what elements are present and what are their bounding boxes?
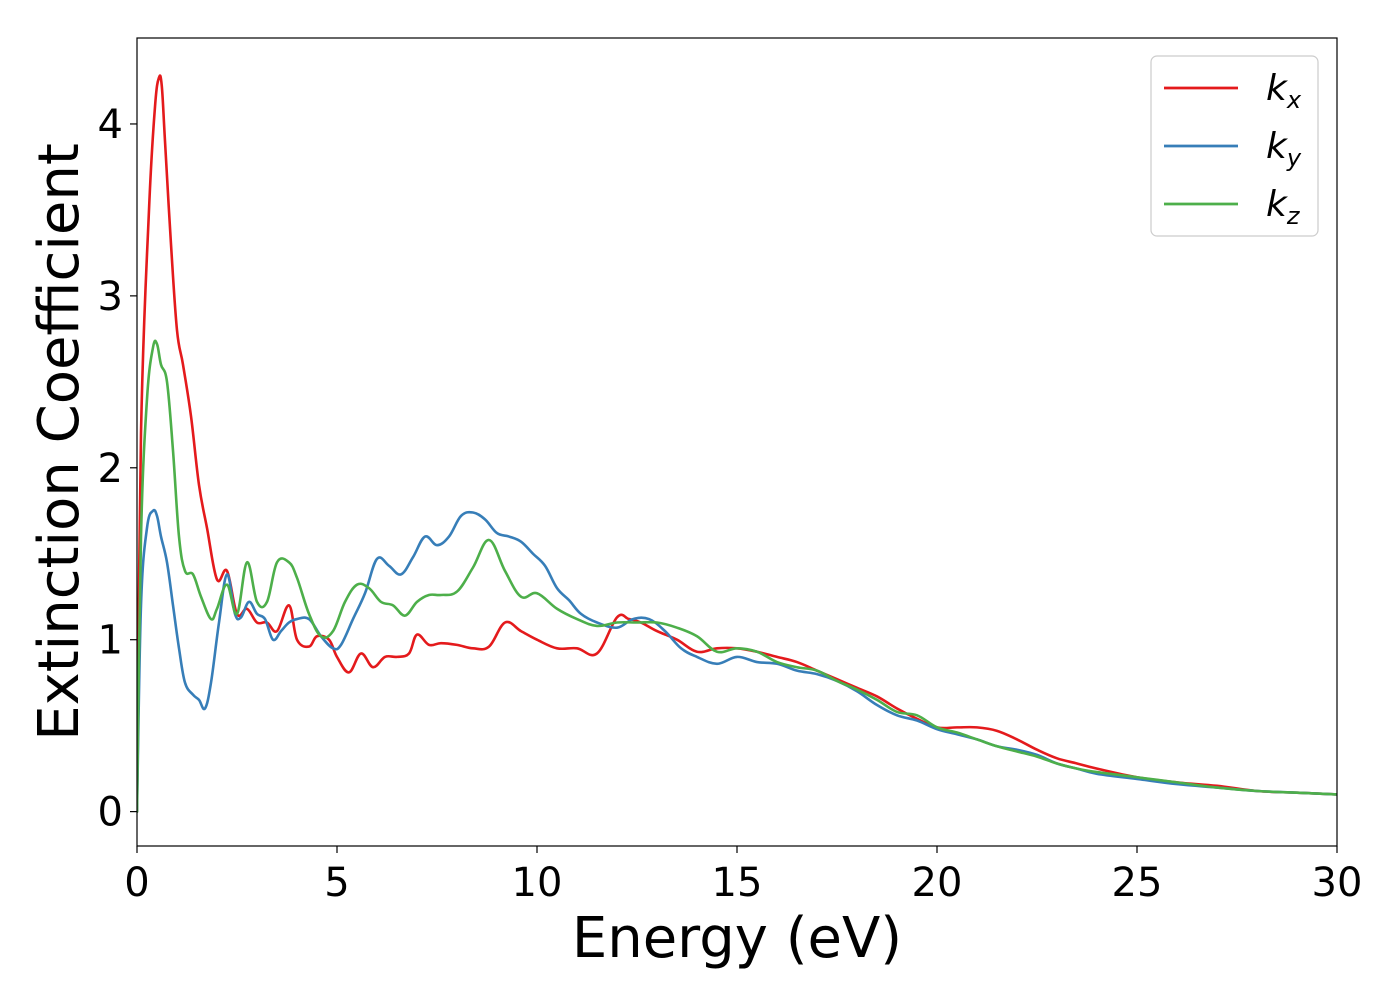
series-line-kx [137,74,1337,813]
legend-label-subscript: x [1286,86,1302,114]
legend-label-ky: ky [1266,126,1302,172]
y-axis: 0 1 2 3 4 [98,102,137,836]
legend-label-main: k [1266,126,1289,167]
x-tick-label: 20 [912,860,963,906]
y-tick-label: 4 [98,102,123,148]
x-tick-label: 30 [1312,860,1363,906]
series-line-kz [137,339,1337,813]
legend-label-subscript: z [1286,202,1301,230]
y-tick-label: 1 [98,618,123,664]
legend-label-kz: kz [1266,184,1301,230]
y-tick-label: 2 [98,446,123,492]
x-tick-label: 10 [512,860,563,906]
legend-label-main: k [1266,68,1289,109]
series-layer [137,74,1337,813]
x-axis: 0 5 10 15 20 25 30 [124,846,1362,906]
legend-label-subscript: y [1286,144,1302,172]
x-tick-label: 25 [1112,860,1163,906]
y-tick-label: 3 [98,274,123,320]
x-tick-label: 0 [124,860,149,906]
y-axis-title: Extinction Coefficient [27,143,92,741]
series-line-ky [137,508,1337,813]
y-tick-label: 0 [98,790,123,836]
legend-label-main: k [1266,184,1289,225]
x-tick-label: 5 [324,860,349,906]
x-tick-label: 15 [712,860,763,906]
x-axis-title: Energy (eV) [572,906,902,971]
legend-label-kx: kx [1266,68,1302,114]
